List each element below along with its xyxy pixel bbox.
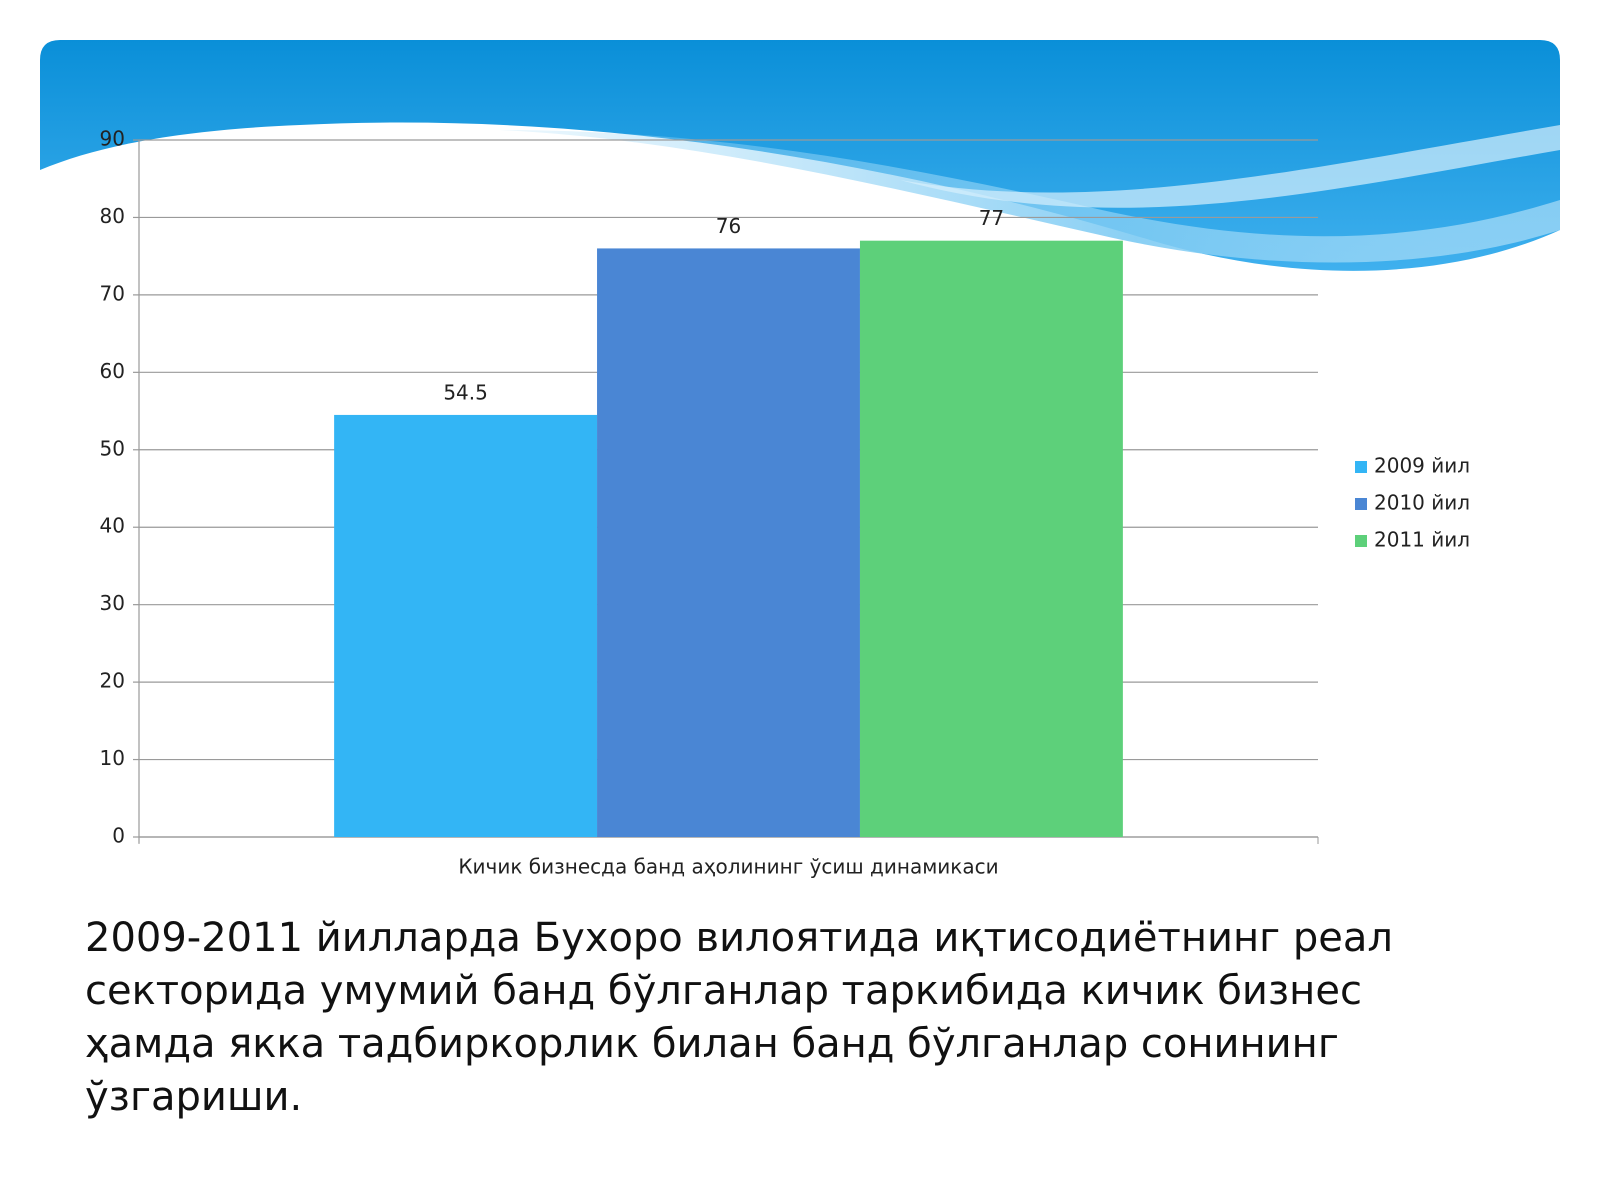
data-label: 77 xyxy=(979,206,1004,230)
x-tick-label: Кичик бизнесда банд аҳолининг ўсиш динам… xyxy=(458,855,998,879)
legend-label: 2010 йил xyxy=(1374,491,1470,515)
y-tick-label: 30 xyxy=(100,591,125,615)
legend-swatch xyxy=(1355,461,1367,473)
caption: 2009-2011 йилларда Бухоро вилоятида иқти… xyxy=(85,915,1393,1120)
y-tick-label: 0 xyxy=(112,824,125,848)
y-tick-label: 60 xyxy=(100,359,125,383)
data-label: 54.5 xyxy=(443,380,488,404)
legend-swatch xyxy=(1355,498,1367,510)
y-tick-label: 10 xyxy=(100,746,125,770)
legend-label: 2009 йил xyxy=(1374,454,1470,478)
legend-label: 2011 йил xyxy=(1374,528,1470,552)
banner xyxy=(40,40,1560,271)
y-tick-label: 50 xyxy=(100,436,125,460)
y-tick-label: 40 xyxy=(100,514,125,538)
bar xyxy=(597,248,860,837)
y-tick-label: 70 xyxy=(100,281,125,305)
bar xyxy=(334,414,598,837)
y-tick-label: 80 xyxy=(100,204,125,228)
legend-swatch xyxy=(1355,535,1367,547)
data-label: 76 xyxy=(716,214,741,238)
y-tick-label: 20 xyxy=(100,669,125,693)
y-tick-label: 90 xyxy=(100,127,125,151)
bar xyxy=(859,240,1123,837)
